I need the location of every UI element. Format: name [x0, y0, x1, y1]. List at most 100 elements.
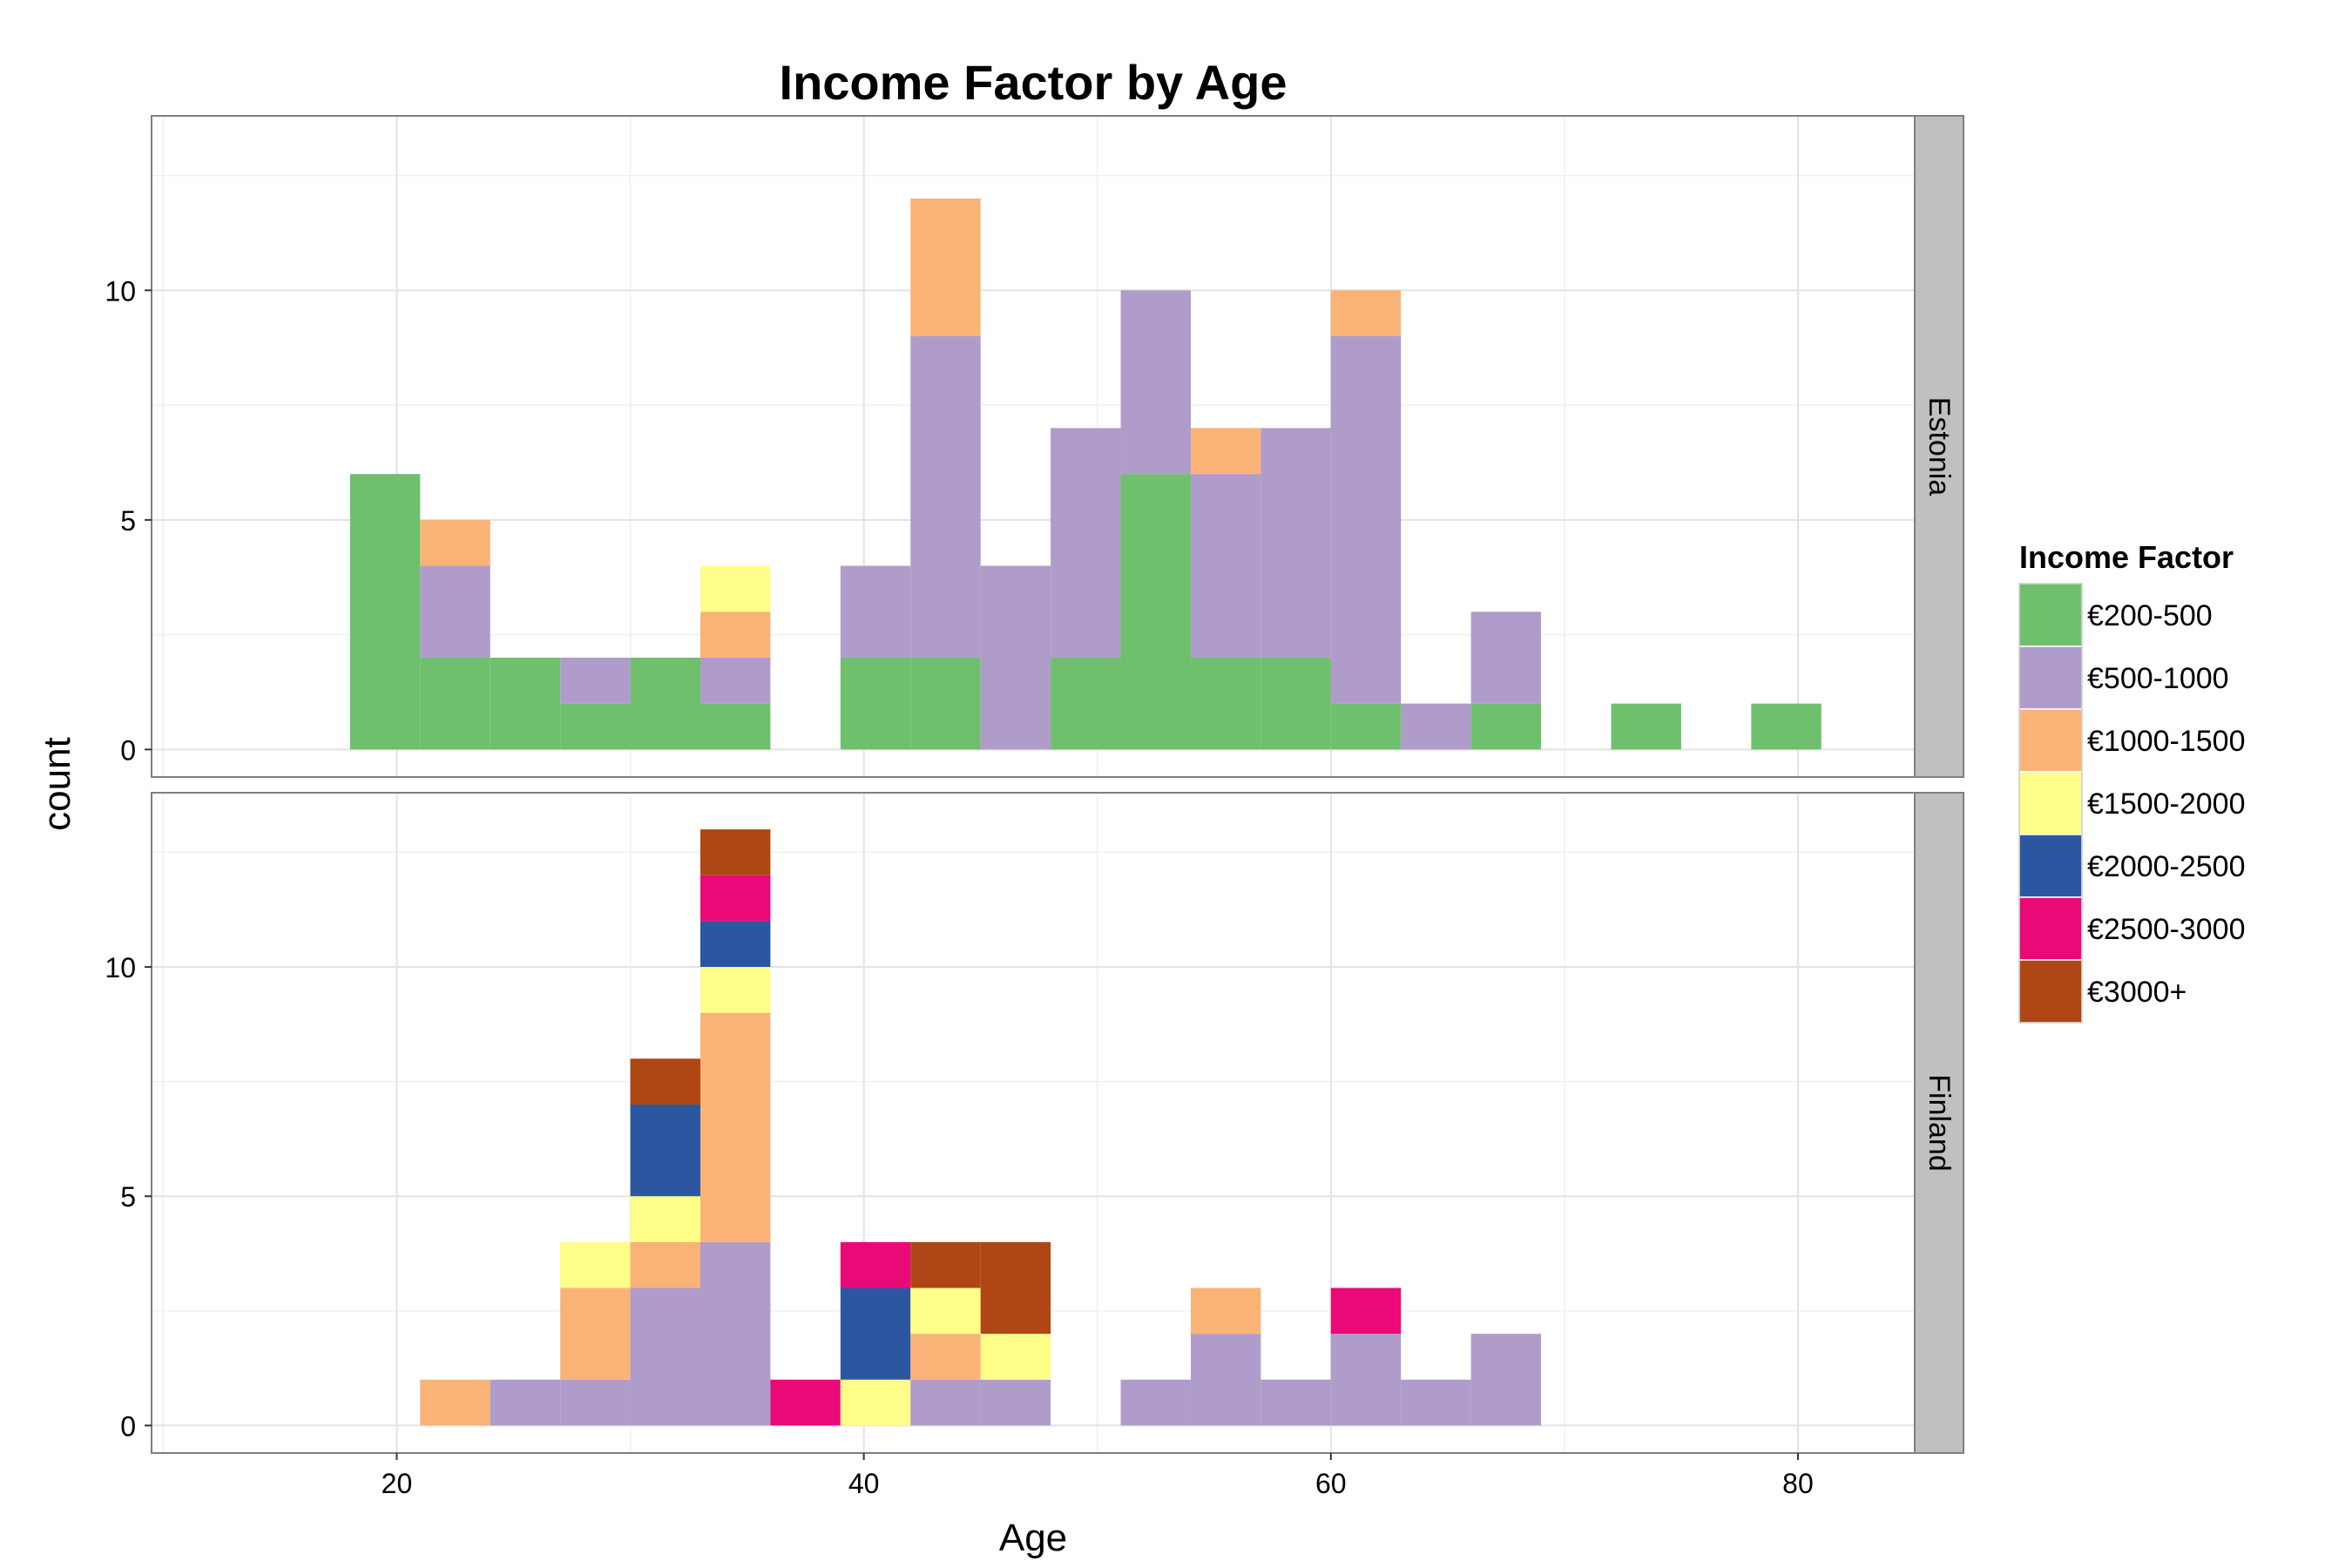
bar-segment — [630, 1058, 700, 1105]
bar-segment — [560, 657, 631, 704]
y-tick-label: 10 — [105, 952, 136, 983]
legend-item: €3000+ — [2018, 959, 2186, 1024]
bar-segment — [1190, 1334, 1261, 1426]
bar-segment — [700, 1241, 771, 1426]
x-tick-label: 40 — [848, 1468, 880, 1499]
x-tick-label: 20 — [382, 1468, 413, 1499]
legend-item: €500-1000 — [2018, 645, 2229, 710]
bar-segment — [980, 565, 1051, 750]
bar-segment — [349, 474, 421, 750]
legend-title: Income Factor — [2019, 539, 2234, 575]
legend-swatch — [2018, 771, 2083, 835]
bar-segment — [840, 565, 911, 658]
bar-segment — [560, 1379, 631, 1426]
bar-segment — [840, 657, 911, 750]
bar-segment — [1330, 290, 1402, 336]
bar-segment — [1120, 474, 1191, 750]
bar-segment — [910, 1334, 981, 1380]
y-axis-title: count — [36, 737, 78, 831]
bar-segment — [420, 519, 490, 566]
y-tick-label: 5 — [120, 1181, 136, 1213]
bar-segment — [560, 1241, 631, 1288]
bar-segment — [1330, 703, 1402, 750]
chart-title: Income Factor by Age — [780, 55, 1288, 110]
legend-item: €2000-2500 — [2018, 834, 2246, 898]
bar-segment — [1260, 657, 1331, 750]
bar-segment — [630, 657, 700, 750]
bar-segment — [1190, 428, 1261, 475]
bar-segment — [1190, 657, 1261, 750]
bar-segment — [1330, 336, 1402, 704]
legend-label: €3000+ — [2087, 976, 2186, 1009]
bar-segment — [910, 1288, 981, 1335]
bar-segment — [700, 1012, 771, 1242]
x-axis: 20 40 60 80 — [382, 1453, 1814, 1499]
legend-swatch — [2018, 834, 2083, 898]
legend-swatch — [2018, 959, 2083, 1024]
legend-swatch — [2018, 583, 2083, 647]
legend-key-frame — [2018, 583, 2083, 1024]
bar-segment — [1470, 612, 1542, 704]
bar-segment — [1751, 703, 1821, 750]
facet-strip-label: Estonia — [1923, 397, 1956, 496]
bar-segment — [1190, 1288, 1261, 1335]
bar-segment — [420, 565, 490, 658]
legend-swatch — [2018, 708, 2083, 773]
bar-segment — [630, 1241, 700, 1288]
legend-item: €1500-2000 — [2018, 771, 2246, 835]
bar-segment — [700, 612, 771, 658]
bar-segment — [700, 829, 771, 875]
legend-label: €2000-2500 — [2087, 850, 2246, 883]
bar-segment — [420, 657, 490, 750]
x-axis-title: Age — [999, 1517, 1067, 1559]
bar-segment — [1611, 703, 1681, 750]
bar-segment — [420, 1379, 490, 1426]
bar-segment — [1470, 1334, 1542, 1426]
legend-label: €200-500 — [2087, 599, 2213, 632]
bar-segment — [1120, 290, 1191, 475]
bar-segment — [700, 703, 771, 750]
legend-item: €200-500 — [2018, 583, 2213, 647]
bar-segment — [840, 1379, 911, 1426]
legend-item: €1000-1500 — [2018, 708, 2246, 773]
bar-segment — [1190, 474, 1261, 658]
bar-segment — [770, 1379, 841, 1426]
facet-strip-label: Finland — [1923, 1074, 1956, 1172]
bar-segment — [1120, 1379, 1191, 1426]
bar-segment — [700, 875, 771, 922]
facet-strip — [1914, 115, 1964, 778]
bar-segment — [910, 657, 981, 750]
legend-swatch — [2018, 645, 2083, 710]
bar-segment — [560, 1288, 631, 1380]
bar-segment — [1051, 657, 1121, 750]
bar-segment — [1401, 1379, 1471, 1426]
bar-segment — [910, 1379, 981, 1426]
legend: €200-500 €500-1000 €1000-1500 €1500-2000 €20… — [2018, 583, 2246, 1024]
panel-estonia: 0 5 10 Estonia — [105, 115, 1964, 778]
x-tick-label: 60 — [1315, 1468, 1347, 1499]
bar-segment — [700, 565, 771, 612]
bar-segment — [1470, 703, 1542, 750]
bar-segment — [980, 1379, 1051, 1426]
panels-layer: 0 5 10 Estonia 0 5 10 Finland — [105, 115, 1964, 1454]
y-tick-label: 0 — [120, 1410, 136, 1442]
bar-segment — [910, 336, 981, 658]
bar-segment — [1330, 1334, 1402, 1426]
x-tick-label: 80 — [1782, 1468, 1814, 1499]
bar-segment — [840, 1241, 911, 1288]
bar-segment — [490, 657, 561, 750]
bar-segment — [910, 1241, 981, 1288]
y-tick-label: 5 — [120, 505, 136, 537]
bar-segment — [910, 198, 981, 336]
legend-label: €1000-1500 — [2087, 725, 2246, 758]
facet-strip — [1914, 792, 1964, 1454]
bar-segment — [700, 967, 771, 1013]
bar-segment — [980, 1334, 1051, 1380]
bar-segment — [700, 921, 771, 968]
bar-segment — [630, 1288, 700, 1426]
y-tick-label: 0 — [120, 734, 136, 766]
bar-segment — [560, 703, 631, 750]
panel-finland: 0 5 10 Finland — [105, 792, 1964, 1454]
